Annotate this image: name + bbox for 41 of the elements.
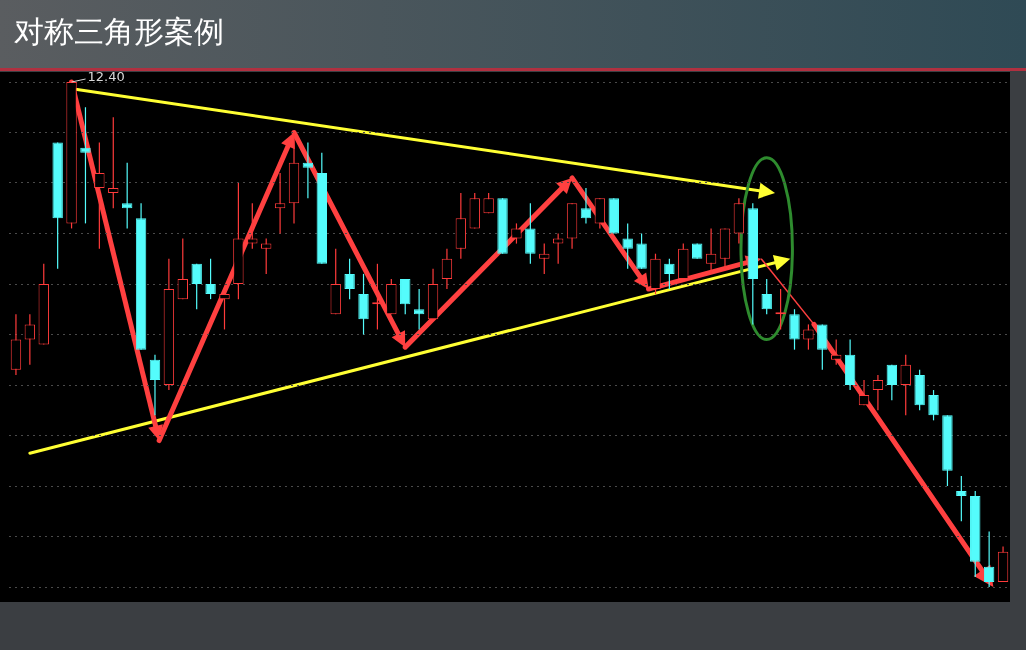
candlestick: [413, 288, 425, 331]
candlestick: [900, 354, 911, 416]
candlestick: [274, 172, 286, 235]
candlestick: [539, 243, 550, 275]
candlestick: [177, 237, 188, 300]
candlestick: [511, 222, 522, 245]
candlestick: [886, 364, 898, 401]
candlestick: [525, 202, 536, 265]
candlestick: [205, 258, 216, 300]
candlestick: [191, 263, 202, 310]
chart-title: 对称三角形案例: [14, 13, 224, 51]
annotation: 12.40: [87, 69, 125, 85]
candlestick: [817, 323, 828, 371]
candlestick: [789, 308, 800, 351]
candlestick: [260, 237, 272, 275]
candlestick: [149, 354, 161, 416]
candlestick: [594, 197, 606, 230]
candlestick: [94, 142, 105, 250]
candlestick: [108, 116, 119, 209]
candlestick: [664, 258, 675, 290]
candlestick: [80, 106, 91, 224]
candlestick: [121, 162, 133, 230]
candlestick: [622, 222, 633, 270]
candlestick: [24, 313, 36, 366]
candlestick: [441, 248, 453, 290]
candlestick: [928, 389, 939, 421]
candlestick: [247, 202, 258, 250]
candlestick: [831, 338, 842, 366]
candlestick: [636, 232, 647, 270]
candlestick: [956, 475, 967, 522]
candlestick: [858, 379, 870, 406]
candlestick: [983, 530, 995, 588]
candlestick: [803, 323, 814, 351]
candlestick: [761, 278, 772, 315]
candlestick: [219, 293, 230, 331]
candlestick: [580, 187, 592, 224]
candlestick: [344, 258, 355, 300]
candlestick: [552, 232, 564, 265]
candlestick: [400, 278, 411, 315]
candlestick: [302, 142, 314, 199]
candlestick: [358, 273, 369, 336]
